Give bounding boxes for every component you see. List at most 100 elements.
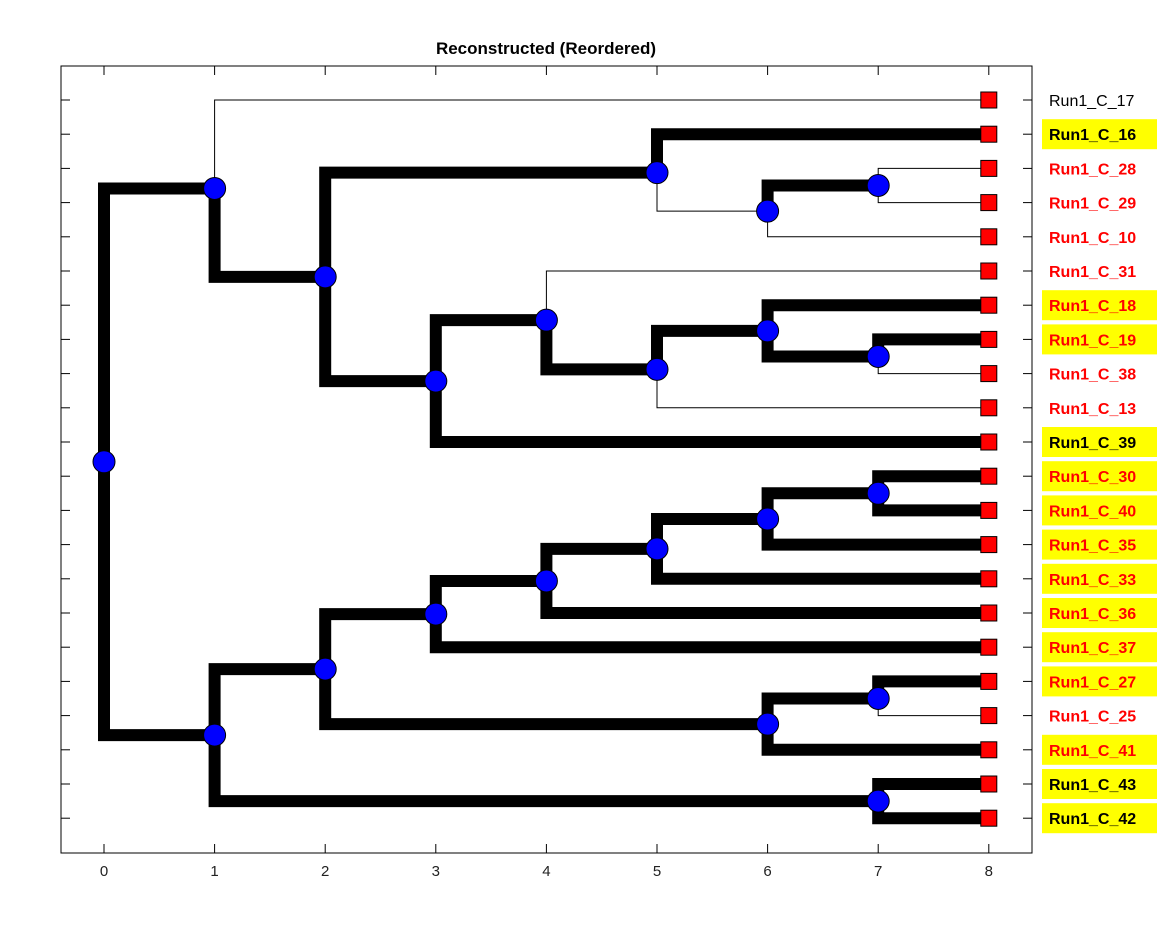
leaf-label-highlight (1042, 324, 1157, 355)
tree-edge (208, 663, 326, 736)
tree-edge (656, 172, 768, 212)
internal-node-marker (92, 450, 116, 474)
leaf-marker (980, 91, 998, 109)
leaf-marker (980, 159, 998, 177)
leaf-label-highlight (1042, 666, 1157, 697)
leaf-label-highlight (1042, 769, 1157, 799)
x-ticks: 0 1 2 3 4 5 6 7 8 (100, 66, 993, 880)
tree-edge (208, 735, 879, 808)
leaf-marker (980, 365, 998, 383)
leaf-marker (980, 296, 998, 314)
leaf-label-highlight (1042, 461, 1157, 492)
x-tick-label: 3 (432, 863, 440, 880)
tree-edge (651, 324, 768, 370)
leaf-marker (980, 775, 998, 793)
internal-nodes (92, 161, 890, 813)
internal-node-marker (645, 161, 669, 185)
leaf-label: Run1_C_29 (1049, 196, 1136, 213)
x-tick-label: 6 (763, 863, 771, 880)
leaf-label: Run1_C_25 (1049, 709, 1136, 726)
internal-node-marker (534, 308, 558, 332)
tree-edge (319, 608, 436, 670)
leaf-label: Run1_C_19 (1049, 332, 1136, 349)
leaf-marker (980, 741, 998, 759)
internal-node-marker (866, 481, 890, 505)
internal-node-marker (534, 569, 558, 593)
internal-node-marker (866, 789, 890, 813)
internal-node-marker (313, 657, 337, 681)
leaf-label: Run1_C_35 (1049, 538, 1136, 555)
leaf-labels: Run1_C_17 Run1_C_16 Run1_C_28 Run1_C_29 Run1… (1042, 93, 1157, 834)
tree-edge (761, 518, 989, 551)
tree-edge (877, 185, 989, 204)
leaf-marker (980, 125, 998, 143)
internal-node-marker (866, 345, 890, 368)
tree-edge (761, 724, 989, 756)
leaf-label: Run1_C_36 (1049, 606, 1136, 623)
leaf-marker (980, 228, 998, 246)
tree-edge (877, 356, 989, 375)
x-tick-label: 1 (210, 863, 218, 880)
leaf-label-highlight (1042, 803, 1157, 834)
tree-edge (872, 333, 989, 357)
leaf-label: Run1_C_42 (1049, 811, 1136, 828)
tree-edge (429, 314, 547, 382)
internal-node-marker (203, 176, 227, 200)
internal-node-marker (203, 723, 227, 747)
x-tick-label: 0 (100, 863, 108, 880)
leaf-label: Run1_C_43 (1049, 777, 1136, 794)
leaf-marker (980, 501, 998, 519)
internal-node-marker (424, 602, 448, 626)
leaf-label-highlight (1042, 598, 1157, 628)
internal-node-marker (756, 507, 780, 531)
y-ticks (61, 99, 1032, 819)
leaf-label: Run1_C_27 (1049, 674, 1136, 691)
x-tick-label: 8 (985, 863, 993, 880)
leaf-marker (980, 604, 998, 622)
tree-edge (208, 188, 326, 283)
leaf-label: Run1_C_17 (1049, 93, 1135, 110)
leaf-label-highlight (1042, 529, 1157, 560)
x-tick-label: 2 (321, 863, 329, 880)
internal-node-marker (313, 265, 337, 289)
tree-edge (877, 698, 989, 717)
tree-edge (429, 614, 989, 654)
leaf-marker (980, 467, 998, 485)
leaf-label-highlight (1042, 495, 1157, 526)
leaf-label-highlight (1042, 734, 1157, 765)
tree-edge (761, 179, 879, 212)
tree-edge (761, 299, 989, 331)
leaf-label: Run1_C_38 (1049, 367, 1136, 384)
tree-edge (651, 548, 989, 585)
leaf-marker (980, 672, 998, 690)
tree-edge (545, 270, 989, 321)
leaf-label-highlight (1042, 427, 1157, 457)
leaf-label: Run1_C_37 (1049, 640, 1136, 657)
tree-edge (872, 470, 989, 494)
tree-edge (761, 487, 879, 519)
leaf-nodes (980, 91, 998, 827)
tree-edge (214, 99, 989, 189)
leaf-marker (980, 194, 998, 212)
leaf-label-highlight (1042, 632, 1157, 663)
tree-edge (98, 461, 215, 742)
leaf-marker (980, 809, 998, 827)
tree-edge (540, 542, 657, 581)
leaf-label: Run1_C_39 (1049, 435, 1136, 452)
internal-node-marker (424, 369, 448, 393)
internal-node-marker (866, 687, 890, 710)
leaf-label: Run1_C_33 (1049, 572, 1136, 589)
tree-edge (872, 493, 989, 517)
internal-node-marker (645, 357, 669, 381)
leaf-marker (980, 638, 998, 656)
tree-edge (877, 167, 989, 186)
tree-edge (540, 580, 989, 619)
leaf-marker (980, 707, 998, 725)
tree-edge (651, 128, 989, 173)
leaf-marker (980, 262, 998, 280)
leaf-label: Run1_C_28 (1049, 161, 1136, 178)
internal-node-marker (866, 174, 890, 197)
leaf-label: Run1_C_16 (1049, 127, 1136, 144)
tree-edge (651, 512, 768, 549)
